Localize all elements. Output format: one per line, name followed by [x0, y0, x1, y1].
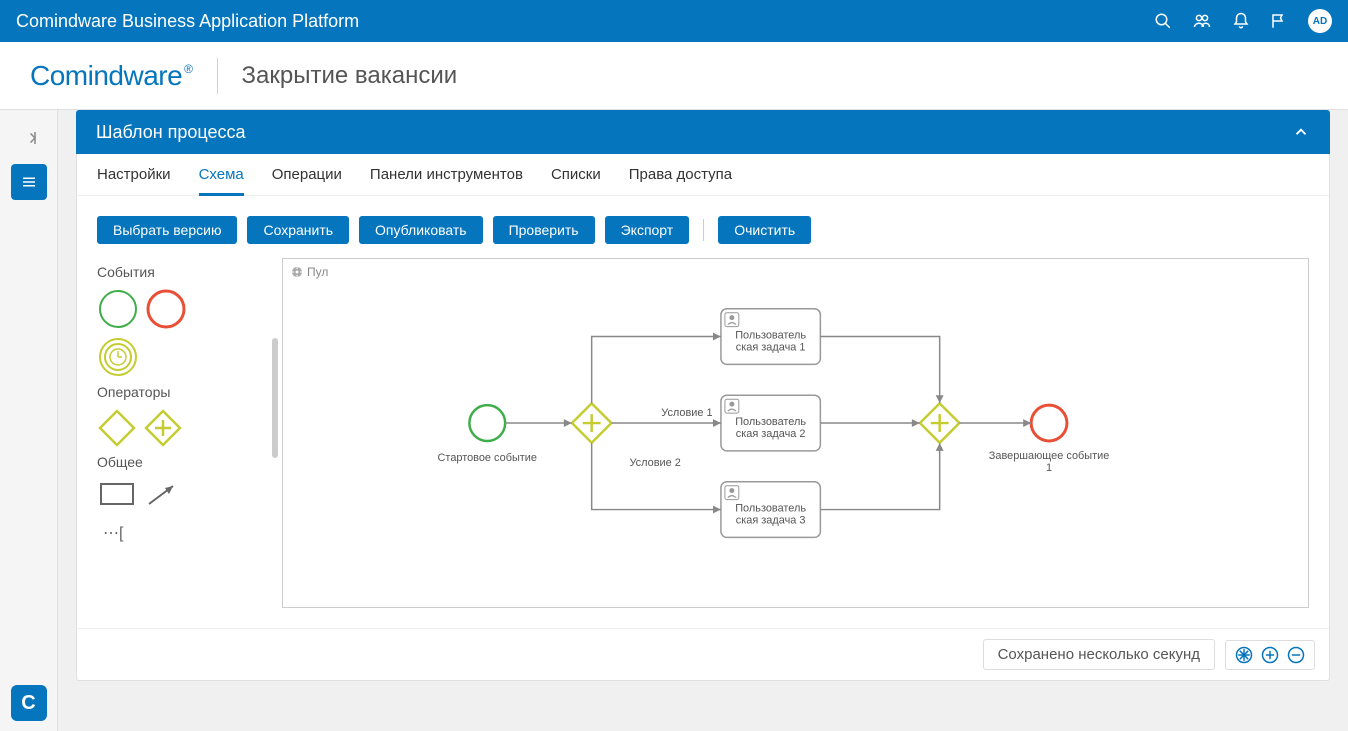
- page-title: Закрытие вакансии: [242, 62, 458, 90]
- select-version-button[interactable]: Выбрать версию: [97, 216, 237, 244]
- svg-text:Условие 2: Условие 2: [629, 457, 680, 469]
- status-text: Сохранено несколько секунд: [983, 639, 1215, 670]
- svg-text:⋯[: ⋯[: [103, 525, 124, 542]
- tab-lists[interactable]: Списки: [551, 166, 601, 195]
- topbar-actions: AD: [1154, 9, 1332, 33]
- pool-label: Пул: [291, 265, 328, 279]
- tab-toolbars[interactable]: Панели инструментов: [370, 166, 523, 195]
- app-badge-icon[interactable]: C: [11, 685, 47, 721]
- users-icon[interactable]: [1192, 12, 1212, 30]
- tabs: Настройки Схема Операции Панели инструме…: [77, 154, 1329, 196]
- tab-settings[interactable]: Настройки: [97, 166, 171, 195]
- svg-text:Пользователь: Пользователь: [735, 416, 806, 428]
- divider: [217, 58, 218, 94]
- menu-icon[interactable]: [11, 164, 47, 200]
- export-button[interactable]: Экспорт: [605, 216, 690, 244]
- subheader: Comindware® Закрытие вакансии: [0, 42, 1348, 110]
- task-icon[interactable]: [97, 478, 137, 510]
- editor: События Операторы Общее: [97, 258, 1309, 608]
- end-event-icon[interactable]: [145, 288, 187, 330]
- svg-text:ская задача 1: ская задача 1: [736, 341, 806, 353]
- fit-icon[interactable]: [1234, 645, 1254, 665]
- exclusive-gateway-icon[interactable]: [97, 408, 137, 448]
- topbar: Comindware Business Application Platform…: [0, 0, 1348, 42]
- timer-event-icon[interactable]: [97, 336, 139, 378]
- content: Шаблон процесса Настройки Схема Операции…: [58, 110, 1348, 731]
- palette: События Операторы Общее: [97, 258, 272, 608]
- app-title: Comindware Business Application Platform: [16, 11, 1154, 32]
- zoom-out-icon[interactable]: [1286, 645, 1306, 665]
- start-event-icon[interactable]: [97, 288, 139, 330]
- tab-access[interactable]: Права доступа: [629, 166, 732, 195]
- palette-general-title: Общее: [97, 454, 272, 470]
- scrollbar[interactable]: [272, 338, 278, 458]
- clear-button[interactable]: Очистить: [718, 216, 811, 244]
- chevron-up-icon[interactable]: [1292, 123, 1310, 141]
- tab-schema[interactable]: Схема: [199, 166, 244, 196]
- parallel-gateway-icon[interactable]: [143, 408, 183, 448]
- collapse-icon[interactable]: [11, 120, 47, 156]
- svg-text:Условие 1: Условие 1: [661, 407, 712, 419]
- save-button[interactable]: Сохранить: [247, 216, 349, 244]
- avatar[interactable]: AD: [1308, 9, 1332, 33]
- main: C Шаблон процесса Настройки Схема Операц…: [0, 110, 1348, 731]
- panel-header: Шаблон процесса: [76, 110, 1330, 154]
- canvas[interactable]: Пул Стартовое событиеПользовательская за…: [282, 258, 1309, 608]
- palette-operators-title: Операторы: [97, 384, 272, 400]
- workspace: Выбрать версию Сохранить Опубликовать Пр…: [77, 196, 1329, 628]
- svg-text:1: 1: [1046, 462, 1052, 474]
- divider: [703, 219, 704, 241]
- flag-icon[interactable]: [1270, 12, 1288, 30]
- bpmn-diagram: Стартовое событиеПользовательская задача…: [283, 259, 1308, 607]
- toolbar: Выбрать версию Сохранить Опубликовать Пр…: [97, 216, 1309, 244]
- svg-text:Стартовое событие: Стартовое событие: [438, 452, 537, 464]
- bottom-bar: Сохранено несколько секунд: [77, 628, 1329, 680]
- svg-text:Завершающее событие: Завершающее событие: [989, 450, 1110, 462]
- svg-text:ская задача 2: ская задача 2: [736, 428, 806, 440]
- svg-text:Пользователь: Пользователь: [735, 503, 806, 515]
- lane-icon[interactable]: ⋯[: [97, 516, 137, 548]
- svg-text:ская задача 3: ская задача 3: [736, 514, 806, 526]
- check-button[interactable]: Проверить: [493, 216, 595, 244]
- logo[interactable]: Comindware®: [30, 60, 193, 92]
- left-rail: C: [0, 110, 58, 731]
- palette-events-title: События: [97, 264, 272, 280]
- tab-operations[interactable]: Операции: [272, 166, 342, 195]
- publish-button[interactable]: Опубликовать: [359, 216, 483, 244]
- panel-body: Настройки Схема Операции Панели инструме…: [76, 154, 1330, 681]
- panel-title: Шаблон процесса: [96, 122, 246, 143]
- search-icon[interactable]: [1154, 12, 1172, 30]
- bell-icon[interactable]: [1232, 12, 1250, 30]
- zoom-controls: [1225, 640, 1315, 670]
- zoom-in-icon[interactable]: [1260, 645, 1280, 665]
- svg-text:Пользователь: Пользователь: [735, 330, 806, 342]
- arrow-icon[interactable]: [143, 478, 183, 510]
